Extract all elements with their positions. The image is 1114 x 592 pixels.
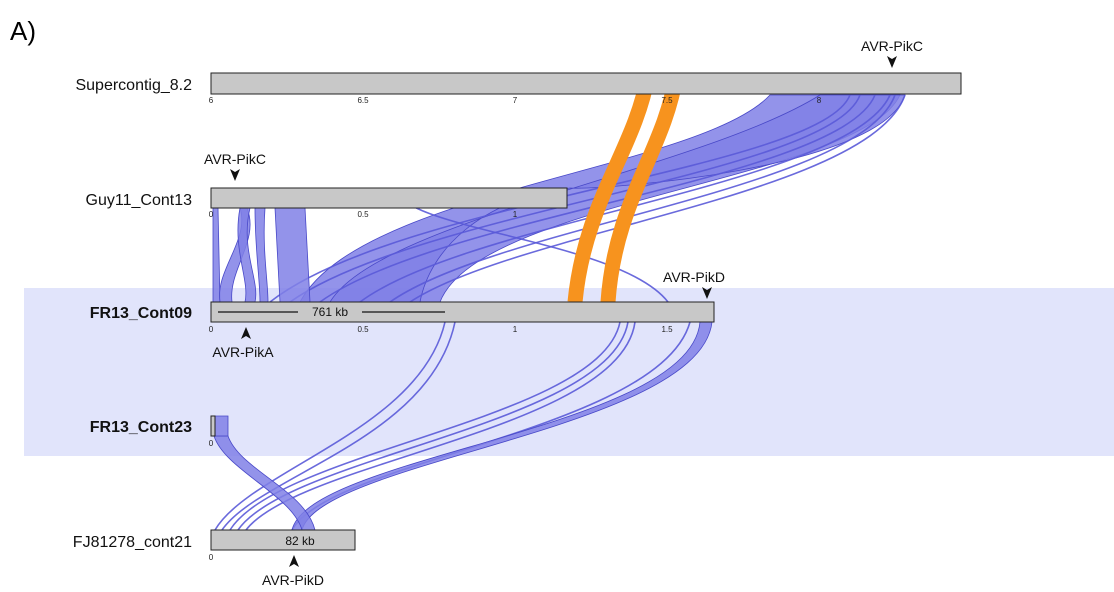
- contig-fr13-cont23: FR13_Cont23 0: [90, 415, 216, 448]
- axis-ticks: 6 6.5 7 7.5 8: [209, 96, 822, 105]
- tick-label: 7: [513, 96, 518, 105]
- synteny-link-line: [214, 321, 446, 531]
- synteny-link-band: [254, 207, 269, 303]
- contig-label: FJ81278_cont21: [73, 534, 192, 551]
- contig-bar: [210, 301, 715, 323]
- tick-label: 0.5: [357, 325, 369, 334]
- tick-label: 6.5: [357, 96, 369, 105]
- synteny-link-line: [245, 321, 636, 531]
- marker-label: AVR-PikD: [663, 269, 725, 285]
- synteny-link-line: [409, 94, 906, 303]
- panel-label: A): [10, 16, 36, 46]
- tick-label: 6: [209, 96, 214, 105]
- tick-label: 1: [513, 210, 518, 219]
- contig-bar: [210, 529, 356, 551]
- contig-bar: [210, 187, 568, 209]
- synteny-link-line: [237, 321, 629, 531]
- inversion-ribbon: [567, 73, 656, 303]
- tick-label: 0: [209, 553, 214, 562]
- synteny-link-line: [289, 94, 861, 303]
- marker-label: AVR-PikD: [262, 572, 324, 588]
- size-label: 82 kb: [285, 534, 315, 548]
- contig-fj81278: FJ81278_cont21 82 kb 0: [73, 529, 356, 562]
- synteny-link-line: [221, 321, 456, 531]
- synteny-link-line: [359, 94, 891, 303]
- marker-fj-pikd: AVR-PikD: [262, 555, 324, 588]
- contig-label: FR13_Cont09: [90, 305, 192, 322]
- size-label: 761 kb: [312, 305, 348, 319]
- synteny-link-band: [329, 94, 906, 303]
- marker-fr13-pika: AVR-PikA: [212, 327, 274, 360]
- synteny-link-band: [212, 207, 221, 303]
- synteny-link-band: [237, 207, 257, 303]
- contig-guy11: Guy11_Cont13 0 0.5 1: [86, 187, 568, 219]
- arrowhead-down-icon: [230, 169, 240, 181]
- marker-label: AVR-PikA: [212, 344, 274, 360]
- marker-label: AVR-PikC: [204, 151, 266, 167]
- arrowhead-down-icon: [887, 56, 897, 68]
- contig-fr13-cont09: FR13_Cont09 761 kb 0 0.5 1 1.5: [90, 301, 715, 334]
- tick-label: 7.5: [661, 96, 673, 105]
- tick-label: 1.5: [661, 325, 673, 334]
- arrowhead-up-icon: [289, 555, 299, 567]
- tick-label: 0: [209, 325, 214, 334]
- synteny-links: [212, 73, 906, 531]
- marker-fr13-pikd: AVR-PikD: [663, 269, 725, 299]
- tick-label: 1: [513, 325, 518, 334]
- synteny-link-line: [389, 94, 896, 303]
- marker-label: AVR-PikC: [861, 38, 923, 54]
- contig-label: FR13_Cont23: [90, 419, 192, 436]
- contig-label: Supercontig_8.2: [75, 77, 192, 94]
- tick-label: 0.5: [357, 210, 369, 219]
- contig-bar: [210, 415, 216, 437]
- arrowhead-down-icon: [702, 287, 712, 299]
- synteny-link-line: [269, 94, 851, 303]
- contig-supercontig: Supercontig_8.2 6 6.5 7 7.5 8: [75, 72, 962, 105]
- arrowhead-up-icon: [241, 327, 251, 339]
- synteny-link-band: [213, 415, 229, 437]
- tick-label: 8: [817, 96, 822, 105]
- marker-guy11-pikc: AVR-PikC: [204, 151, 266, 181]
- tick-label: 0: [209, 439, 214, 448]
- synteny-link-band: [274, 207, 311, 303]
- tick-label: 0: [209, 210, 214, 219]
- synteny-link-line: [229, 321, 621, 531]
- contig-bar: [210, 72, 962, 95]
- marker-supercontig-pikc: AVR-PikC: [861, 38, 923, 68]
- contig-label: Guy11_Cont13: [86, 192, 193, 209]
- inversion-ribbon: [600, 73, 684, 303]
